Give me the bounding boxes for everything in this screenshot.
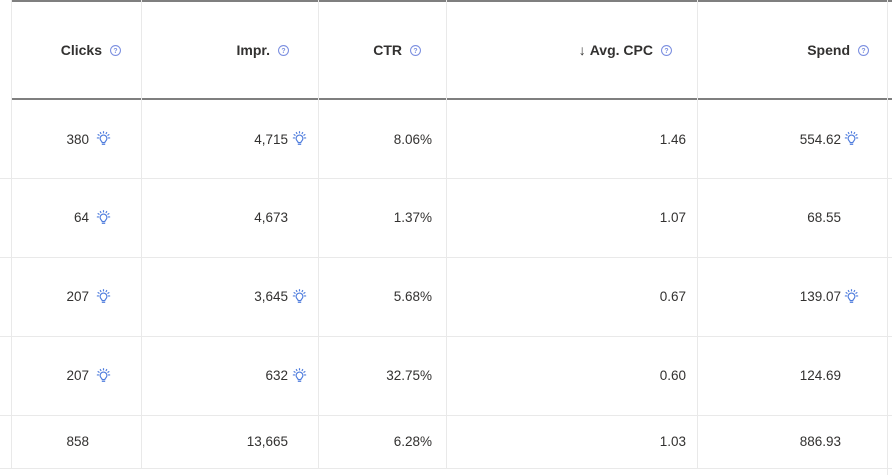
insight-lightbulb-icon[interactable] bbox=[843, 131, 860, 148]
metric-value: 5.68% bbox=[393, 289, 432, 304]
column-separator bbox=[318, 0, 319, 468]
table-row: 64 4,673 1.37% 1.07 68.55 bbox=[11, 178, 887, 257]
metric-value: 6.28% bbox=[393, 434, 432, 449]
help-icon[interactable] bbox=[409, 44, 422, 57]
column-label: Avg. CPC bbox=[589, 42, 653, 58]
insight-lightbulb-icon[interactable] bbox=[291, 367, 308, 384]
column-separator bbox=[11, 0, 12, 468]
avg-cpc-cell: 0.67 bbox=[446, 257, 697, 336]
clicks-cell: 207 bbox=[11, 336, 141, 415]
metric-value: 139.07 bbox=[799, 289, 841, 304]
metric-value: 207 bbox=[66, 368, 89, 383]
avg-cpc-cell: 0.60 bbox=[446, 336, 697, 415]
column-separator bbox=[141, 0, 142, 468]
metric-value: 0.67 bbox=[659, 289, 686, 304]
metric-value: 632 bbox=[265, 368, 288, 383]
metric-value: 0.60 bbox=[659, 368, 686, 383]
ctr-cell: 32.75% bbox=[318, 336, 446, 415]
column-header-impressions[interactable]: Impr. bbox=[141, 0, 318, 100]
metric-value: 886.93 bbox=[799, 434, 841, 449]
ctr-cell: 8.06% bbox=[318, 100, 446, 178]
table-totals-row: 858 13,665 6.28% 1.03 886.93 bbox=[11, 415, 887, 468]
metric-value: 207 bbox=[66, 289, 89, 304]
metric-value: 1.07 bbox=[659, 210, 686, 225]
insight-lightbulb-icon[interactable] bbox=[843, 288, 860, 305]
insight-lightbulb-icon[interactable] bbox=[291, 131, 308, 148]
insight-lightbulb-icon[interactable] bbox=[95, 367, 112, 384]
metric-value: 1.37% bbox=[393, 210, 432, 225]
impressions-cell: 13,665 bbox=[141, 415, 318, 468]
ctr-cell: 5.68% bbox=[318, 257, 446, 336]
help-icon[interactable] bbox=[109, 44, 122, 57]
insight-lightbulb-icon[interactable] bbox=[95, 209, 112, 226]
insight-lightbulb-icon[interactable] bbox=[95, 288, 112, 305]
column-label: CTR bbox=[373, 42, 402, 58]
clicks-cell: 858 bbox=[11, 415, 141, 468]
metric-value: 64 bbox=[73, 210, 89, 225]
spend-cell: 124.69 bbox=[697, 336, 887, 415]
metric-value: 13,665 bbox=[246, 434, 288, 449]
clicks-cell: 207 bbox=[11, 257, 141, 336]
insight-lightbulb-icon[interactable] bbox=[95, 131, 112, 148]
metric-value: 3,645 bbox=[254, 289, 288, 304]
metric-value: 8.06% bbox=[393, 131, 432, 147]
metric-value: 554.62 bbox=[799, 131, 841, 147]
impressions-cell: 4,673 bbox=[141, 178, 318, 257]
table-bottom-rule bbox=[0, 468, 892, 469]
column-label: Impr. bbox=[236, 42, 270, 58]
spend-cell: 68.55 bbox=[697, 178, 887, 257]
metric-value: 1.03 bbox=[659, 434, 686, 449]
avg-cpc-cell: 1.46 bbox=[446, 100, 697, 178]
table-row: 207 632 32.75% 0.60 124.69 bbox=[11, 336, 887, 415]
help-icon[interactable] bbox=[277, 44, 290, 57]
column-header-avg-cpc[interactable]: ↓ Avg. CPC bbox=[446, 0, 697, 100]
help-icon[interactable] bbox=[857, 44, 870, 57]
spend-cell: 554.62 bbox=[697, 100, 887, 178]
metric-value: 4,715 bbox=[254, 131, 288, 147]
column-separator bbox=[887, 0, 888, 475]
clicks-cell: 380 bbox=[11, 100, 141, 178]
ctr-cell: 6.28% bbox=[318, 415, 446, 468]
header-bottom-rule bbox=[11, 98, 892, 100]
table-header-row: Clicks Impr. CTR ↓ Avg. CPC Spend bbox=[11, 0, 887, 100]
clicks-cell: 64 bbox=[11, 178, 141, 257]
metric-value: 4,673 bbox=[254, 210, 288, 225]
column-label: Spend bbox=[807, 42, 850, 58]
sort-descending-icon: ↓ bbox=[578, 42, 586, 58]
impressions-cell: 3,645 bbox=[141, 257, 318, 336]
spend-cell: 886.93 bbox=[697, 415, 887, 468]
spend-cell: 139.07 bbox=[697, 257, 887, 336]
metric-value: 32.75% bbox=[386, 368, 432, 383]
metric-value: 1.46 bbox=[659, 131, 686, 147]
avg-cpc-cell: 1.07 bbox=[446, 178, 697, 257]
impressions-cell: 632 bbox=[141, 336, 318, 415]
metrics-table: Clicks Impr. CTR ↓ Avg. CPC Spend 380 4,… bbox=[11, 0, 887, 468]
table-top-rule bbox=[11, 0, 892, 2]
metric-value: 68.55 bbox=[807, 210, 841, 225]
column-label: Clicks bbox=[60, 42, 102, 58]
avg-cpc-cell: 1.03 bbox=[446, 415, 697, 468]
column-header-spend[interactable]: Spend bbox=[697, 0, 887, 100]
help-icon[interactable] bbox=[660, 44, 673, 57]
metric-value: 380 bbox=[66, 131, 89, 147]
table-row: 380 4,715 8.06% 1.46 554.62 bbox=[11, 100, 887, 178]
column-separator bbox=[446, 0, 447, 468]
metric-value: 858 bbox=[66, 434, 89, 449]
column-separator bbox=[697, 0, 698, 468]
column-header-clicks[interactable]: Clicks bbox=[11, 0, 141, 100]
insight-lightbulb-icon[interactable] bbox=[291, 288, 308, 305]
ctr-cell: 1.37% bbox=[318, 178, 446, 257]
impressions-cell: 4,715 bbox=[141, 100, 318, 178]
column-header-ctr[interactable]: CTR bbox=[318, 0, 446, 100]
table-row: 207 3,645 5.68% 0.67 139.07 bbox=[11, 257, 887, 336]
metric-value: 124.69 bbox=[799, 368, 841, 383]
